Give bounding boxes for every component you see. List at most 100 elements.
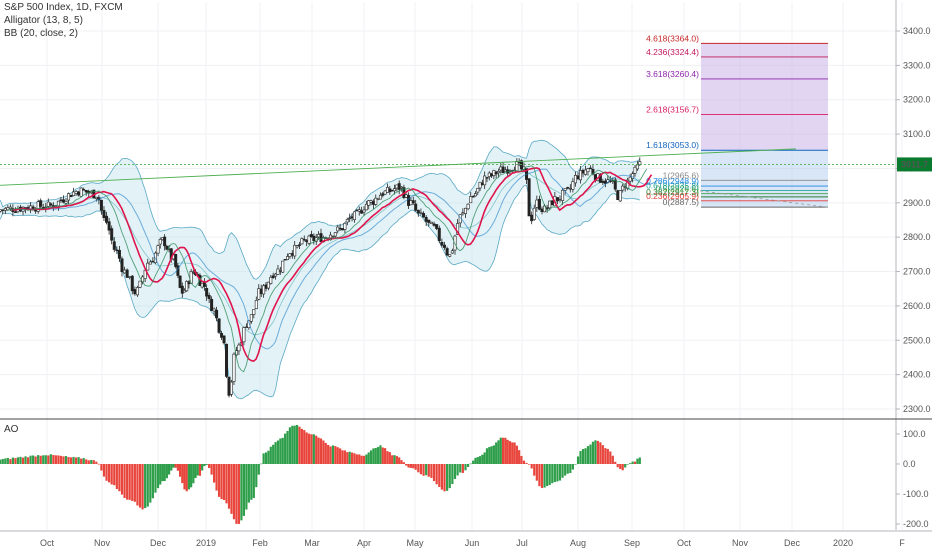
ao-bar [44, 455, 47, 464]
candle-up [307, 235, 311, 244]
ao-bar [535, 464, 538, 481]
ao-bar [372, 448, 375, 464]
ao-bar [638, 457, 641, 464]
candle-down [381, 193, 385, 196]
candle-down [576, 175, 580, 180]
ao-bar [281, 437, 284, 464]
candle-down [59, 199, 63, 202]
candle-down [133, 289, 137, 295]
candle-down [117, 249, 121, 259]
bb-basis [0, 171, 640, 336]
x-tick-label: 2019 [196, 538, 216, 548]
ao-bar [138, 464, 142, 508]
candle-up [183, 290, 187, 293]
ao-bar [245, 464, 248, 510]
candle-down [414, 203, 418, 211]
candle-up [633, 166, 637, 174]
ao-bar [19, 456, 22, 464]
trend-lines[interactable] [0, 148, 896, 208]
ao-bar [427, 464, 430, 477]
ao-bar [319, 438, 323, 464]
ao-bar [183, 464, 186, 490]
candle-down [77, 191, 81, 196]
candle-up [400, 186, 404, 189]
candle-up [383, 190, 387, 195]
candle-down [601, 180, 605, 183]
ao-bar [54, 455, 57, 464]
candle-up [266, 281, 270, 289]
candle-up [244, 326, 248, 329]
candle-down [319, 233, 323, 242]
ao-bar [388, 452, 391, 464]
ao-bar [606, 448, 609, 464]
candle-up [429, 221, 433, 224]
ao-bar [501, 437, 505, 464]
fib-extension-tool[interactable]: 0(2887.5)0.236(2905.9)0.382(2917.3)0.5(2… [646, 33, 828, 208]
ao-bar [461, 464, 464, 473]
ao-bar [343, 450, 347, 464]
x-tick-label: Sep [624, 538, 640, 548]
candle-up [262, 285, 266, 295]
candle-down [302, 238, 306, 241]
y-tick-label: 3100.0 [903, 129, 931, 139]
ao-bar [26, 457, 30, 464]
ao-bar [87, 460, 90, 464]
candle-up [621, 185, 625, 191]
symbol-legend[interactable]: S&P 500 Index, 1D, FXCM [4, 2, 123, 13]
trend-line [0, 148, 797, 186]
ao-bar [100, 464, 103, 471]
candle-up [635, 164, 639, 170]
candle-up [448, 254, 452, 257]
ao-bar [495, 442, 498, 464]
candle-up [404, 194, 408, 198]
ao-bar [170, 464, 173, 471]
candle-up [618, 190, 622, 202]
candle-down [215, 309, 219, 319]
ao-bar [159, 464, 162, 485]
ao-bar [574, 464, 577, 465]
ao-bar [518, 450, 521, 464]
x-tick-label: Aug [570, 538, 586, 548]
ao-bar [515, 445, 518, 464]
alligator-legend[interactable]: Alligator (13, 8, 5) [4, 15, 83, 26]
candle-up [374, 197, 378, 205]
ao-bar [425, 464, 428, 476]
candle-up [579, 170, 583, 181]
ao-bar [633, 461, 637, 464]
candle-down [588, 167, 592, 170]
ao-bar [419, 464, 423, 475]
candle-down [264, 284, 268, 289]
ao-bar [422, 464, 425, 476]
ao-bar [1, 458, 4, 464]
candle-up [573, 175, 577, 184]
ao-bar [528, 464, 531, 465]
candle-down [178, 275, 182, 288]
ao-bar [511, 442, 514, 464]
ao-bar [474, 457, 477, 464]
ao-bar [92, 460, 95, 464]
ao-bar [217, 464, 221, 497]
ao-legend[interactable]: AO [4, 424, 19, 435]
ao-bar [438, 464, 441, 487]
candle-down [180, 285, 184, 294]
candle-up [583, 169, 587, 175]
candle-up [483, 175, 487, 186]
bb-legend[interactable]: BB (20, close, 2) [4, 28, 78, 39]
ao-bar [374, 447, 377, 464]
ao-bar [616, 464, 619, 468]
ao-bar [156, 464, 160, 489]
candle-up [378, 194, 382, 200]
bb-fill [0, 140, 640, 399]
candle-up [385, 187, 389, 193]
fib-level-label: 0.236(2905.9) [646, 191, 699, 201]
candle-down [217, 318, 221, 333]
ao-bar [105, 464, 108, 481]
candle-down [290, 253, 294, 256]
candle-up [276, 268, 280, 275]
ao-bar [339, 448, 342, 464]
ao-bar [540, 464, 544, 489]
ao-bar [317, 437, 320, 464]
candle-down [271, 275, 275, 278]
candle-up [461, 212, 465, 215]
